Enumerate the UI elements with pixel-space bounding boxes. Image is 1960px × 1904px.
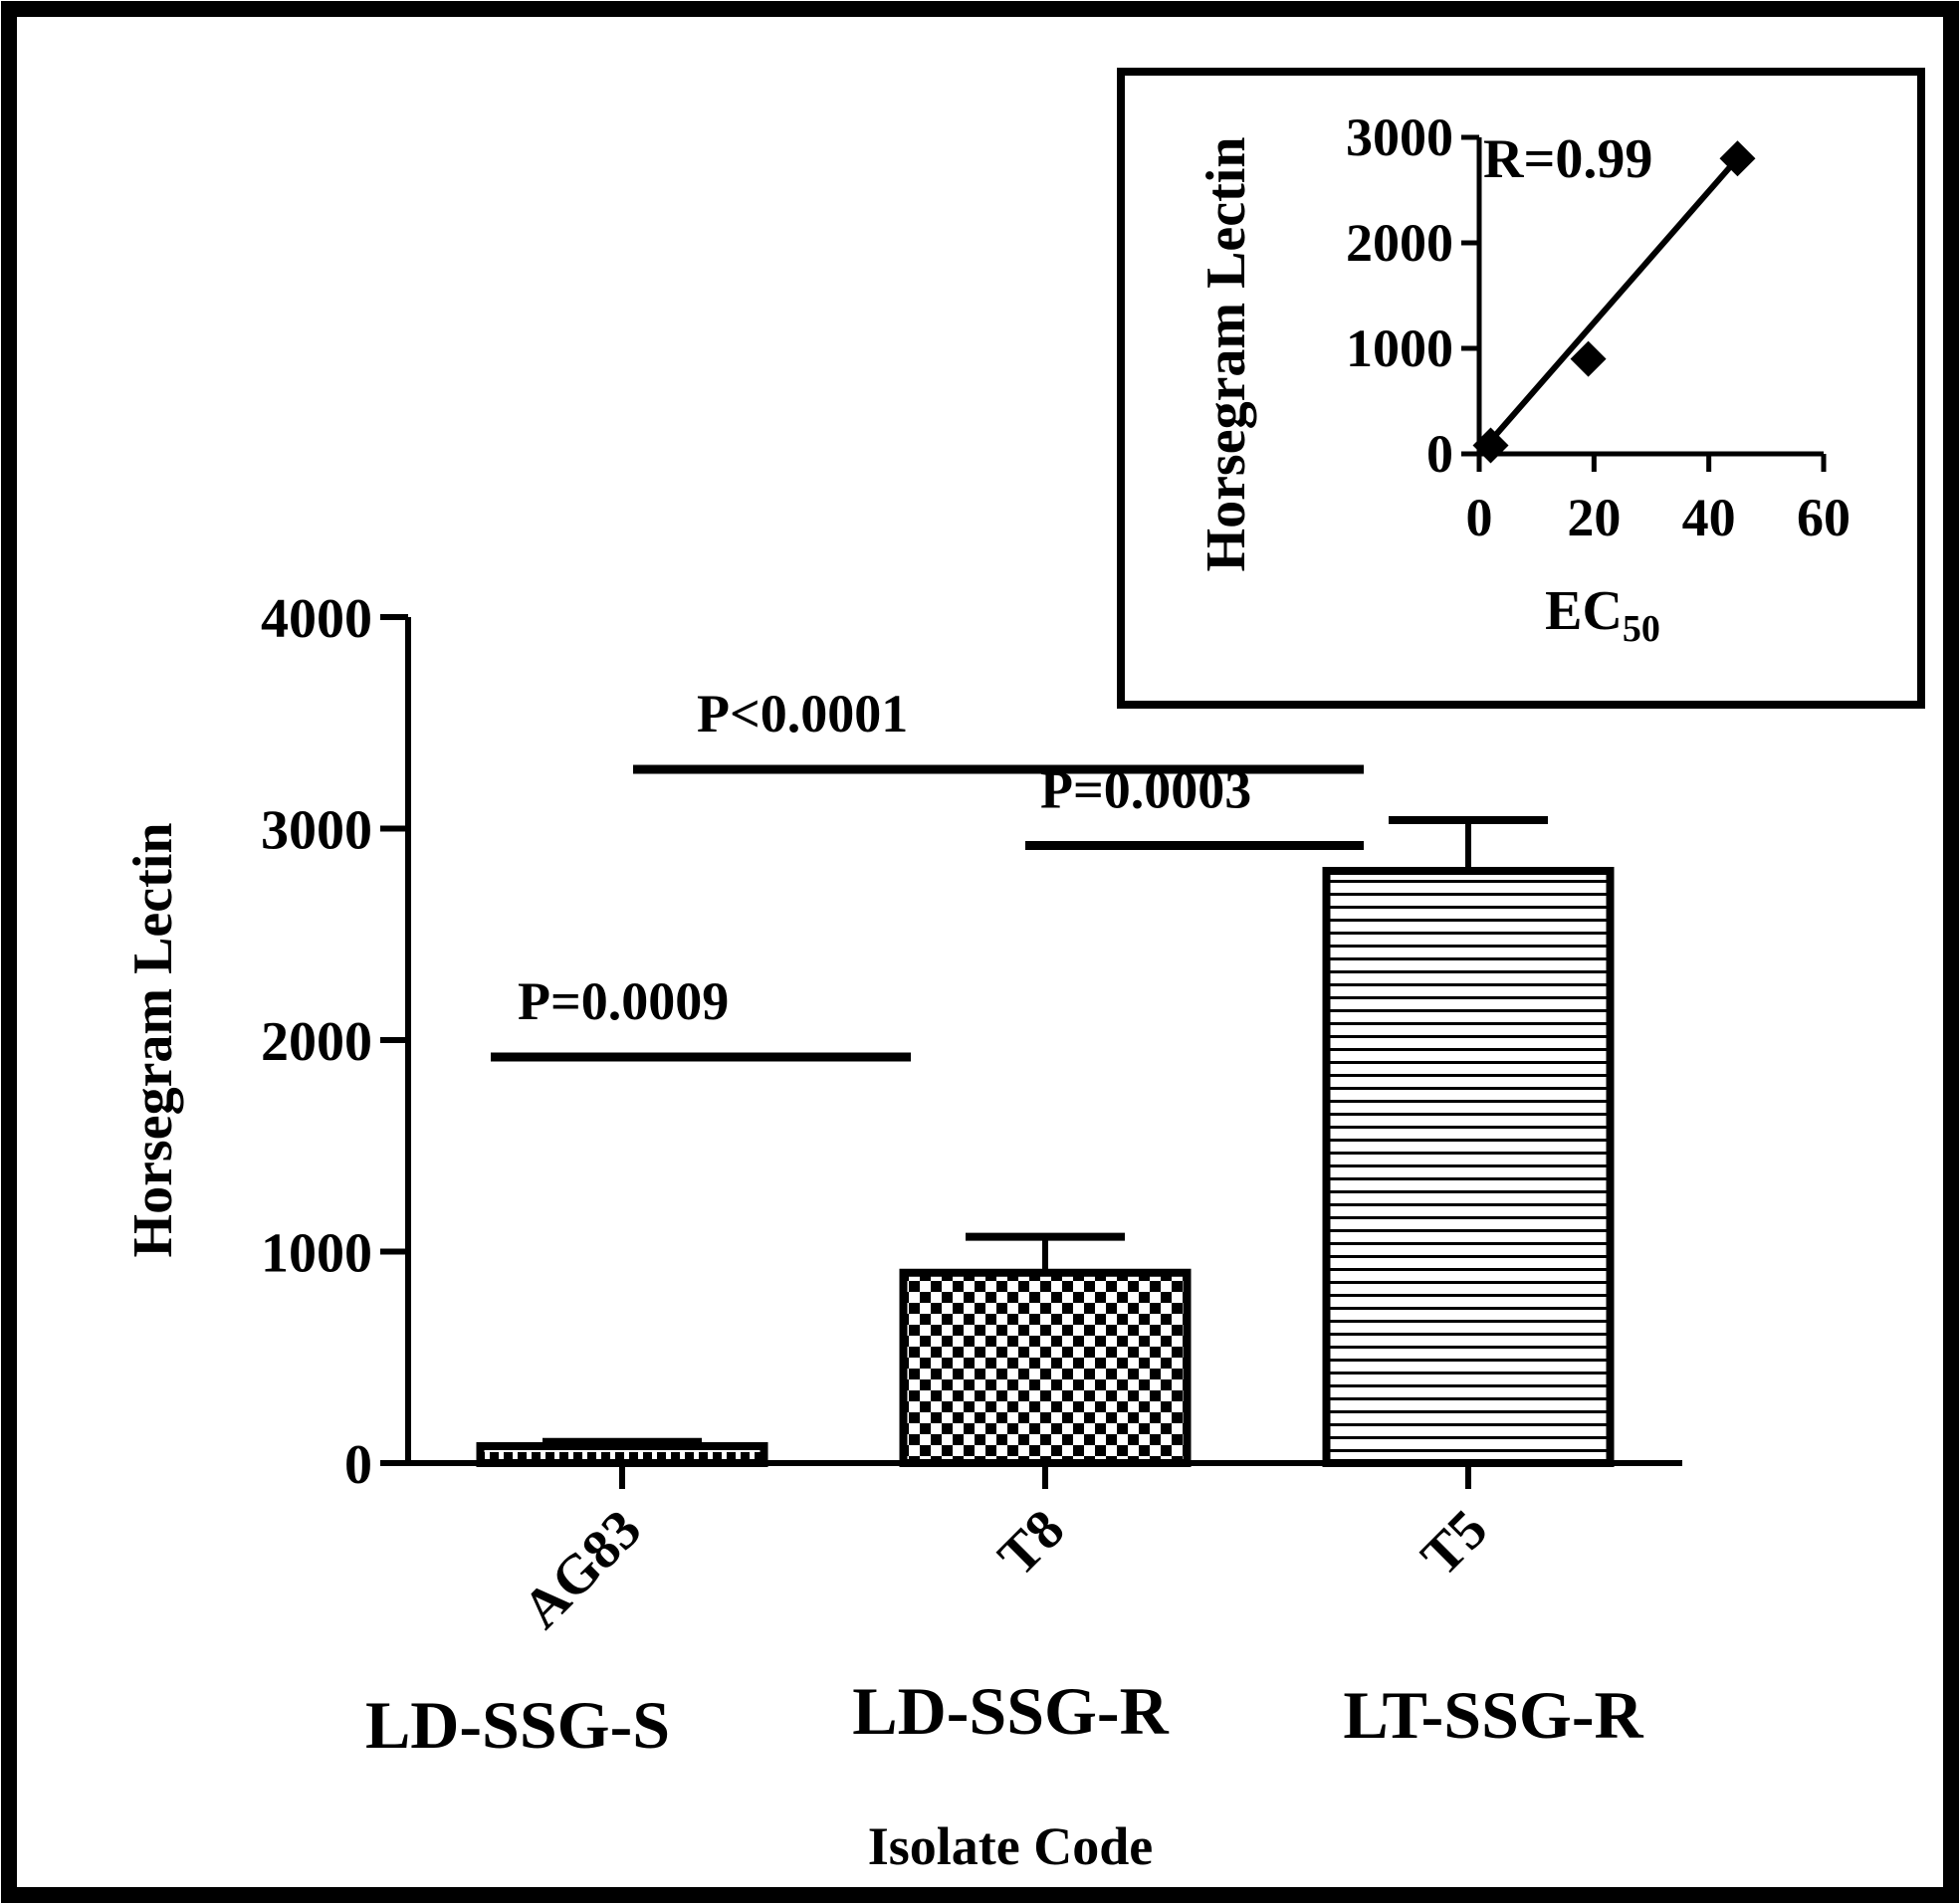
inset-x-tick-group: 0 20 40 60 [1466, 454, 1851, 547]
bar-group [476, 867, 1615, 1467]
inset-point-group [1472, 140, 1756, 464]
inset-x-tick-label: 20 [1567, 488, 1621, 547]
y-tick-label: 1000 [261, 1223, 372, 1285]
category-label-group: AG83 T8 T5 LD-SSG-S LD-SSG-R LT-SSG-R [365, 1498, 1644, 1763]
x-tick-group [619, 1463, 1471, 1489]
inset-x-tick-label: 40 [1682, 488, 1736, 547]
significance-group: P=0.0009 P<0.0001 P=0.0003 [491, 684, 1364, 1062]
bar-t8 [899, 1268, 1192, 1467]
inset-point [1719, 140, 1756, 177]
error-bar-group [543, 816, 1548, 1446]
category-label: T8 [986, 1498, 1076, 1587]
y-tick-label: 4000 [261, 588, 372, 650]
significance-label: P<0.0001 [697, 684, 908, 743]
inset-x-tick-label: 0 [1466, 488, 1493, 547]
significance-label: P=0.0009 [518, 971, 729, 1031]
inset-y-tick-label: 0 [1426, 424, 1453, 484]
bar-ag83 [476, 1442, 768, 1467]
y-axis-label: Horsegram Lectin [122, 823, 184, 1258]
inset-y-tick-label: 3000 [1346, 107, 1453, 167]
inset-annotation: R=0.99 [1483, 128, 1652, 190]
inset-scatter-chart: 0 1000 2000 3000 0 20 40 60 R=0.99 Horsegram L… [1117, 68, 1925, 709]
y-tick-group: 0 1000 2000 3000 4000 [261, 588, 408, 1496]
group-label: LD-SSG-S [365, 1687, 670, 1763]
y-tick-label: 0 [344, 1434, 372, 1496]
group-label: LT-SSG-R [1343, 1677, 1643, 1753]
inset-y-tick-label: 1000 [1346, 318, 1453, 378]
y-tick-label: 2000 [261, 1011, 372, 1073]
inset-y-tick-group: 0 1000 2000 3000 [1346, 107, 1479, 484]
x-axis-label: Isolate Code [868, 1816, 1153, 1876]
inset-x-axis-label-main: EC [1545, 580, 1623, 642]
inset-y-axis-label: Horsegram Lectin [1196, 137, 1257, 572]
inset-point [1472, 427, 1509, 464]
inset-point [1570, 340, 1607, 377]
y-tick-label: 3000 [261, 800, 372, 862]
bar-t5 [1322, 867, 1615, 1467]
inset-y-tick-label: 2000 [1346, 213, 1453, 273]
category-label: T5 [1410, 1498, 1499, 1587]
inset-x-tick-label: 60 [1797, 488, 1851, 547]
inset-x-axis-label: EC50 [1545, 580, 1660, 650]
inset-frame [1117, 68, 1925, 709]
significance-label: P=0.0003 [1040, 760, 1251, 820]
inset-x-axis-label-sub: 50 [1623, 608, 1660, 650]
category-label: AG83 [511, 1498, 653, 1640]
inset-fit-line [1476, 156, 1740, 456]
group-label: LD-SSG-R [852, 1673, 1169, 1749]
